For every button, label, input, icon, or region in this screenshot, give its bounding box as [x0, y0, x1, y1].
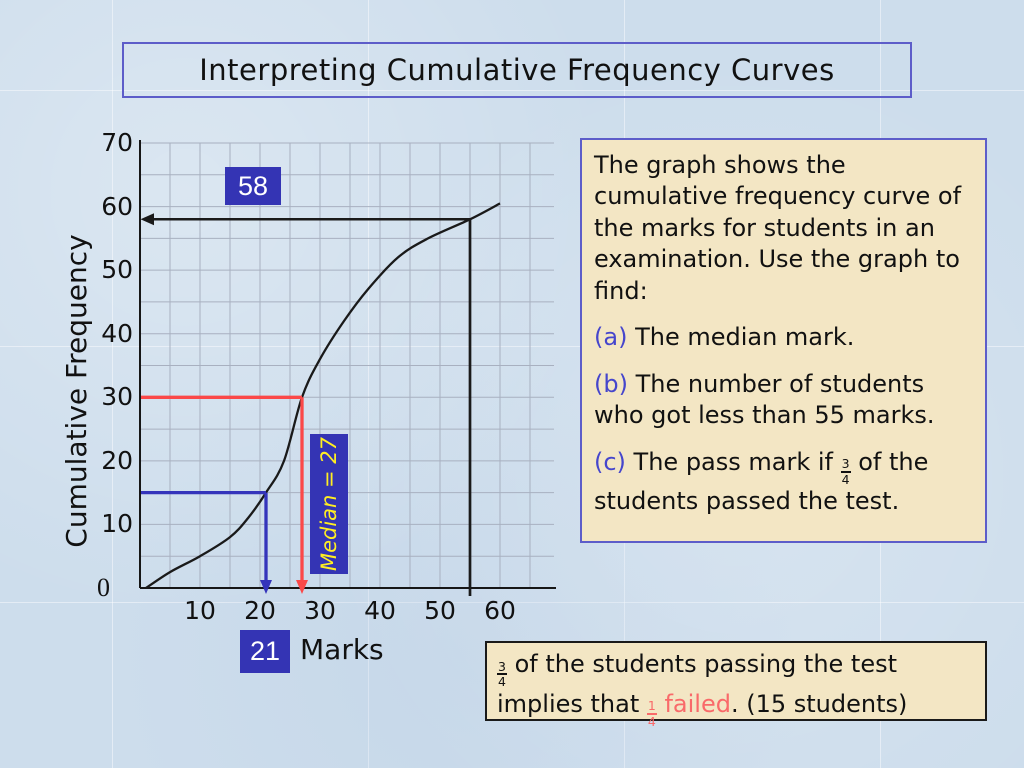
x-axis-title: Marks: [300, 633, 384, 666]
y-tick-40: 40: [101, 318, 133, 348]
y-tick-70: 70: [101, 128, 133, 157]
x-tick-60: 60: [484, 596, 516, 625]
y-tick-60: 60: [101, 191, 133, 221]
question-box: The graph shows the cumulative frequency…: [580, 138, 987, 543]
y-tick-50: 50: [101, 255, 133, 285]
x-tick-30: 30: [304, 596, 336, 625]
value-label-21: 21: [240, 630, 290, 673]
x-tick-20: 20: [244, 596, 276, 625]
x-tick-50: 50: [424, 596, 456, 625]
x-tick-10: 10: [184, 596, 216, 625]
y-tick-20: 20: [101, 445, 133, 475]
x-tick-40: 40: [364, 596, 396, 625]
median-label-box: Median = 27: [310, 434, 348, 574]
reading-at-55-marks-arrowhead: [140, 213, 154, 226]
median-label-text: Median = 27: [317, 436, 341, 572]
slide-title: Interpreting Cumulative Frequency Curves: [199, 53, 835, 87]
lower-quartile-reading-arrowhead: [260, 580, 272, 594]
y-tick-0: 0: [97, 573, 110, 602]
value-label-58: 58: [225, 167, 281, 205]
y-tick-10: 10: [101, 509, 133, 539]
title-box: Interpreting Cumulative Frequency Curves: [122, 42, 912, 98]
median-reading-arrowhead: [296, 580, 308, 594]
y-tick-30: 30: [101, 382, 133, 412]
